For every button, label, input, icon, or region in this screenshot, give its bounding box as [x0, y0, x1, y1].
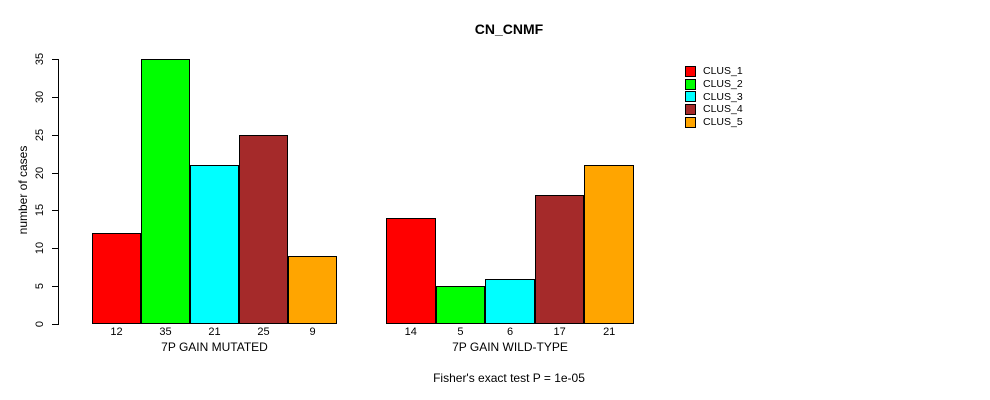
bar-clus_5-group2 [584, 165, 634, 324]
legend-item-clus_4: CLUS_4 [685, 103, 743, 116]
legend-item-clus_1: CLUS_1 [685, 65, 743, 78]
bar-clus_5-group1 [288, 255, 337, 324]
legend-item-clus_5: CLUS_5 [685, 116, 743, 129]
y-tick-label: 0 [34, 320, 46, 328]
legend: CLUS_1 CLUS_2 CLUS_3 CLUS_4 CLUS_5 [685, 65, 743, 128]
y-tick-label: 15 [34, 204, 46, 217]
x-group-label-wildtype: 7P GAIN WILD-TYPE [452, 340, 568, 354]
bar-clus_4-group1 [239, 134, 288, 324]
bar-value-label: 6 [506, 326, 514, 338]
y-axis-title: number of cases [16, 145, 30, 235]
legend-label: CLUS_1 [703, 65, 743, 78]
bar-value-label: 14 [404, 326, 417, 338]
legend-label: CLUS_5 [703, 116, 743, 129]
y-axis-line [58, 59, 59, 325]
legend-swatch-icon [685, 65, 696, 77]
y-tick-mark [52, 134, 59, 136]
y-tick-mark [52, 248, 59, 250]
y-tick-mark [52, 59, 59, 60]
y-tick-label: 5 [34, 283, 46, 290]
y-tick-mark [52, 286, 59, 288]
legend-swatch-icon [685, 78, 696, 90]
y-tick-label: 30 [34, 90, 46, 103]
y-tick-label: 10 [34, 242, 46, 255]
legend-swatch-icon [685, 116, 696, 128]
y-tick-mark [52, 210, 59, 212]
x-group-label-mutated: 7P GAIN MUTATED [161, 340, 268, 354]
legend-label: CLUS_3 [703, 90, 743, 103]
chart-title: CN_CNMF [474, 21, 544, 37]
legend-swatch-icon [685, 91, 696, 103]
y-tick-label: 25 [34, 128, 46, 141]
bar-clus_1-group1 [92, 233, 141, 324]
bar-value-label: 5 [457, 326, 464, 338]
y-tick-mark [52, 324, 59, 325]
legend-label: CLUS_2 [703, 78, 743, 91]
y-tick-mark [52, 96, 59, 98]
bar-clus_4-group2 [534, 195, 585, 324]
bar-value-label: 21 [208, 326, 221, 338]
bar-value-label: 9 [309, 326, 316, 338]
bar-value-label: 17 [553, 326, 566, 338]
legend-item-clus_2: CLUS_2 [685, 78, 743, 91]
legend-item-clus_3: CLUS_3 [685, 90, 743, 103]
bar-clus_2-group1 [141, 59, 190, 324]
bar-value-label: 25 [257, 326, 270, 338]
legend-swatch-icon [685, 103, 696, 115]
bar-clus_1-group2 [386, 218, 436, 324]
y-tick-label: 20 [34, 166, 46, 179]
bar-clus_3-group1 [190, 165, 239, 324]
fisher-test-caption: Fisher's exact test P = 1e-05 [433, 371, 585, 385]
legend-label: CLUS_4 [703, 103, 743, 116]
y-tick-label: 35 [34, 52, 46, 66]
bar-value-label: 12 [110, 326, 123, 338]
bar-value-label: 35 [159, 326, 172, 338]
bar-clus_3-group2 [485, 278, 535, 324]
y-tick-mark [52, 172, 59, 174]
bar-value-label: 21 [603, 326, 616, 338]
bar-clus_2-group2 [435, 286, 486, 324]
